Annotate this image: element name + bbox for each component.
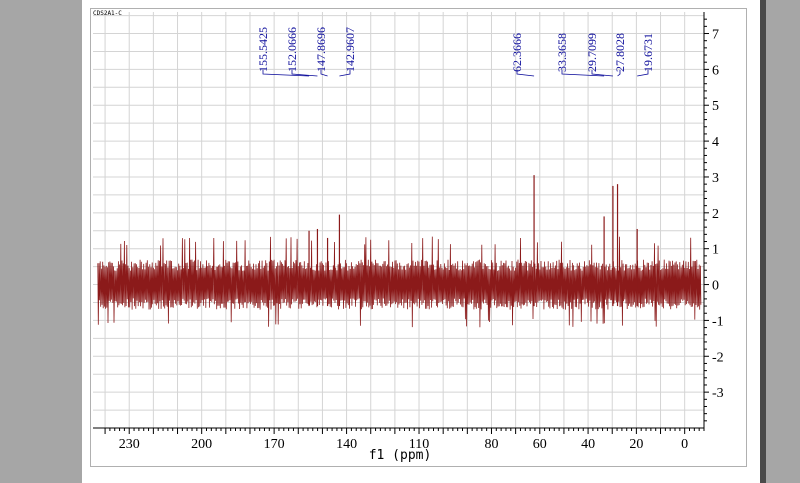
peak-label: 147.8696 [314,27,328,72]
x-tick-label: 110 [409,437,429,452]
y-tick-label: 7 [712,28,719,43]
peak-label: 33.3658 [555,33,569,72]
y-tick-label: -3 [712,386,724,401]
peak-label: 62.3666 [510,33,524,72]
x-tick-label: 170 [264,437,285,452]
y-tick-label: 4 [712,135,719,150]
page-shadow [760,0,766,483]
y-tick-label: -1 [712,314,724,329]
y-tick-label: 0 [712,279,719,294]
peak-label: 152.0666 [285,27,299,72]
peak-leader-line [339,70,351,77]
y-tick-label: 2 [712,207,719,222]
peak-leader-line [262,70,310,77]
x-tick-label: 80 [484,437,498,452]
peak-leader-line [291,70,318,77]
spectrum-trace [97,236,702,328]
peak-label: 142.9607 [343,27,357,72]
y-tick-label: 1 [712,243,719,258]
peak-leader-line [561,70,605,77]
x-tick-label: 230 [119,437,140,452]
x-tick-label: 20 [629,437,643,452]
peak-label: 19.6731 [641,33,655,72]
peak-leader-line [320,70,328,77]
x-tick-label: 40 [581,437,595,452]
y-tick-label: 3 [712,171,719,186]
x-tick-label: 60 [533,437,547,452]
x-tick-label: 0 [681,437,688,452]
x-tick-label: 140 [336,437,357,452]
peak-leader-line [637,70,649,77]
peak-leader-line [617,70,621,77]
peak-label: 29.7099 [585,33,599,72]
sample-label: CDS2A1-C [93,10,122,17]
peak-label: 155.5425 [256,27,270,72]
y-tick-label: 6 [712,63,719,78]
y-tick-label: -2 [712,350,724,365]
y-tick-label: 5 [712,99,719,114]
peak-leader-line [516,70,535,77]
peak-label: 27.8028 [613,33,627,72]
x-axis-label: f1 (ppm) [368,448,432,463]
peak-leader-line [591,70,613,77]
x-tick-label: 200 [191,437,212,452]
